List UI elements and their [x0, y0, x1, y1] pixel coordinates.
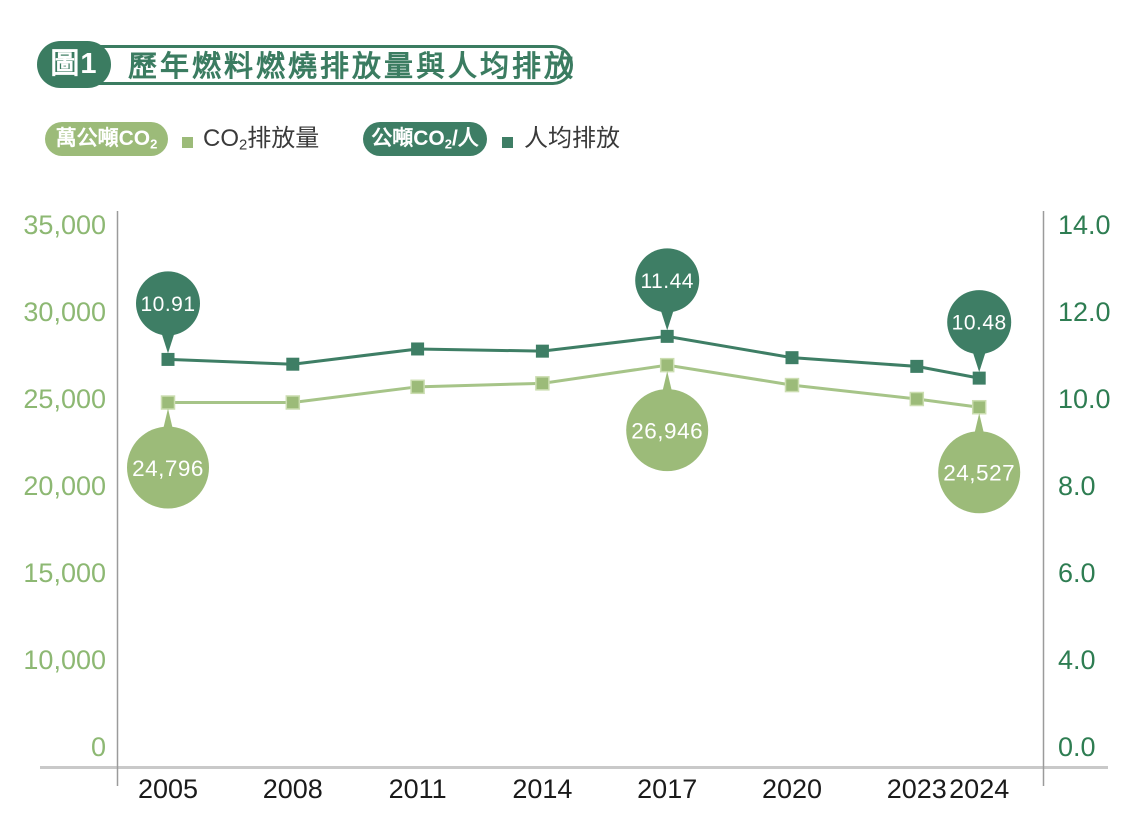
data-point-marker — [660, 329, 674, 343]
x-axis-tick-label: 2005 — [138, 774, 198, 804]
left-axis-tick-label: 30,000 — [23, 297, 106, 327]
x-axis-tick-label: 2017 — [637, 774, 697, 804]
percapita-series-label: 人均排放 — [524, 125, 620, 152]
data-point-marker — [160, 395, 176, 410]
co2-series-label: CO2排放量 — [203, 125, 320, 154]
data-point-marker — [784, 377, 800, 393]
left-axis-tick-label: 0 — [91, 732, 106, 762]
left-axis-unit-text: 萬公噸CO — [55, 127, 151, 150]
left-axis-tick-label: 25,000 — [23, 384, 106, 414]
percapita-series-line — [167, 334, 980, 380]
callout-value-label: 24,527 — [943, 461, 1015, 486]
left-axis-tick-label: 10,000 — [23, 645, 106, 675]
figure-number-badge: 圖1 — [37, 41, 111, 88]
left-axis-unit-badge: 萬公噸CO2 — [45, 122, 168, 156]
data-point-marker — [410, 379, 425, 395]
data-point-marker — [161, 352, 175, 366]
left-axis-tick-label: 20,000 — [23, 471, 106, 501]
left-axis-tick-label: 15,000 — [23, 558, 106, 588]
left-axis-tick-label: 35,000 — [23, 210, 106, 240]
right-axis-tick-label: 8.0 — [1058, 471, 1096, 501]
data-point-marker — [286, 357, 300, 371]
x-axis-tick-label: 2020 — [762, 774, 822, 804]
percapita-series-marker-icon — [502, 137, 513, 148]
left-axis-unit-subscript: 2 — [150, 136, 158, 152]
right-axis-tick-label: 4.0 — [1058, 645, 1096, 675]
callout-value-label: 10.48 — [952, 312, 1007, 335]
figure-title: 歷年燃料燃燒排放量與人均排放 — [128, 51, 577, 83]
co2-series-marker-icon — [182, 137, 193, 148]
right-axis-tick-label: 0.0 — [1058, 732, 1096, 762]
x-axis-tick-label: 2011 — [389, 774, 447, 804]
data-point-marker — [910, 359, 924, 373]
callout-bubble — [938, 431, 1021, 514]
right-axis-unit-subscript: 2 — [444, 136, 452, 152]
right-axis-tick-label: 10.0 — [1058, 384, 1111, 414]
right-axis-tick-label: 14.0 — [1058, 210, 1111, 240]
data-point-marker — [909, 391, 925, 407]
callout-bubble — [635, 248, 700, 313]
right-axis-unit-text: 公噸CO — [371, 127, 445, 150]
data-point-marker — [971, 399, 987, 415]
right-axis-tick-label: 12.0 — [1058, 297, 1111, 327]
callout-value-label: 26,946 — [631, 419, 703, 444]
data-point-marker — [535, 376, 550, 391]
data-point-marker — [535, 344, 549, 358]
x-axis-tick-label: 2024 — [949, 774, 1009, 804]
data-point-marker — [972, 371, 986, 385]
right-axis-unit-badge: 公噸CO2/人 — [363, 122, 487, 156]
data-point-marker — [659, 357, 675, 373]
x-axis-tick-label: 2014 — [512, 774, 572, 804]
data-point-marker — [411, 342, 425, 356]
callout-bubble — [127, 426, 209, 509]
callout-bubble — [626, 389, 709, 472]
co2-series-line — [167, 363, 980, 409]
callout-value-label: 11.44 — [640, 270, 694, 293]
x-axis-tick-label: 2023 — [887, 774, 947, 804]
data-point-marker — [785, 351, 799, 365]
callout-value-label: 24,796 — [132, 456, 204, 481]
right-axis-tick-label: 6.0 — [1058, 558, 1096, 588]
callout-bubble — [947, 290, 1012, 355]
x-axis-tick-label: 2008 — [263, 774, 323, 804]
callout-bubble — [136, 271, 200, 336]
data-point-marker — [285, 395, 301, 410]
callout-value-label: 10.91 — [140, 293, 195, 316]
figure-title-capsule: 歷年燃料燃燒排放量與人均排放 — [55, 45, 573, 85]
